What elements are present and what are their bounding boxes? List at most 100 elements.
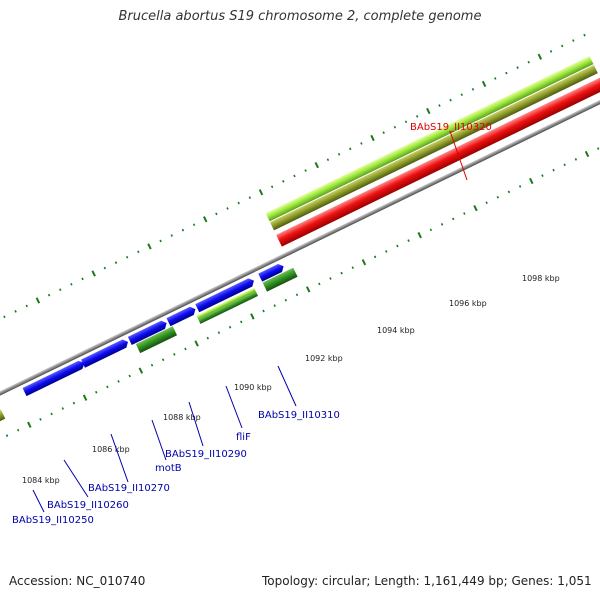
tick-mark — [3, 315, 6, 319]
tick-mark — [215, 212, 218, 216]
gene-label-flif: fliF — [236, 432, 251, 443]
tick-mark — [516, 66, 519, 69]
gene-label-babs19-ii10290: BAbS19_II10290 — [165, 449, 247, 460]
tick-mark — [14, 310, 17, 313]
tick-mark — [61, 407, 64, 410]
tick-mark — [270, 185, 274, 189]
dark-green-gene-right[interactable] — [262, 267, 298, 292]
tick-mark — [415, 115, 419, 118]
tick-mark — [284, 298, 288, 302]
tick-mark — [81, 277, 84, 281]
tick-mark — [426, 107, 431, 115]
tick-mark — [473, 204, 478, 212]
tick-label: 1094 kbp — [377, 326, 415, 335]
tick-mark — [596, 147, 600, 150]
tick-mark — [250, 313, 255, 320]
tick-mark — [574, 158, 578, 161]
tick-mark — [529, 177, 534, 185]
gene-label-babs19-ii10310: BAbS19_II10310 — [258, 410, 340, 421]
light-green-gene-bar-upper[interactable] — [265, 56, 594, 222]
tick-mark — [417, 232, 422, 239]
tick-mark — [537, 53, 543, 60]
tick-mark — [382, 131, 385, 134]
tick-mark — [507, 190, 511, 194]
tick-mark — [370, 134, 375, 142]
gene-label-babs19-ii10250: BAbS19_II10250 — [12, 515, 94, 526]
tick-mark — [463, 212, 466, 215]
gene-motb[interactable] — [127, 319, 169, 346]
tick-mark — [361, 259, 367, 266]
tick-mark — [407, 239, 410, 242]
tick-mark — [451, 217, 455, 221]
outer-tick-row — [3, 33, 586, 319]
tick-mark — [262, 309, 265, 313]
gene-flif[interactable] — [195, 277, 256, 313]
tick-mark — [305, 286, 311, 293]
tick-mark — [494, 77, 497, 80]
tick-mark — [496, 195, 500, 199]
tick-mark — [440, 223, 444, 226]
tick-label: 1088 kbp — [163, 413, 201, 422]
tick-mark — [318, 282, 321, 286]
dark-green-gene-lower[interactable] — [198, 291, 259, 324]
tick-mark — [138, 367, 144, 374]
dark-green-gene-motb-region[interactable] — [135, 326, 178, 354]
tick-mark — [273, 304, 276, 307]
tick-mark — [170, 234, 173, 237]
tick-mark — [471, 87, 475, 91]
tick-mark — [351, 266, 354, 270]
tick-mark — [161, 358, 165, 362]
gene-label-babs19-ii10320: BAbS19_II10320 — [410, 122, 492, 133]
tick-label: 1098 kbp — [522, 274, 560, 283]
olive-gene-bar-upper[interactable] — [270, 65, 598, 231]
tick-label: 1084 kbp — [22, 476, 60, 485]
light-green-gene-lower[interactable] — [196, 287, 256, 320]
tick-mark — [282, 180, 285, 183]
tick-mark — [192, 223, 196, 227]
tick-mark — [217, 331, 221, 335]
tick-mark — [194, 340, 199, 347]
olive-gene-bar-lower[interactable] — [0, 409, 6, 428]
tick-mark — [329, 277, 332, 280]
tick-mark — [560, 44, 564, 48]
tick-mark — [206, 336, 209, 340]
tick-mark — [295, 293, 299, 297]
tick-mark — [106, 385, 109, 389]
tick-mark — [481, 80, 487, 88]
gene-babs19-ii10310[interactable] — [258, 262, 285, 282]
tick-mark — [184, 347, 187, 351]
tick-mark — [393, 125, 397, 129]
tick-mark — [173, 353, 176, 356]
tick-label: 1090 kbp — [234, 383, 272, 392]
tick-mark — [373, 255, 377, 259]
tick-label: 1086 kbp — [92, 445, 130, 454]
topology-summary-text: Topology: circular; Length: 1,161,449 bp… — [262, 574, 592, 588]
tick-mark — [583, 33, 586, 37]
gene-babs19-ii10260[interactable] — [22, 359, 87, 397]
gene-babs19-ii10320[interactable] — [276, 77, 600, 247]
tick-mark — [117, 380, 120, 383]
tick-mark — [438, 104, 441, 107]
tick-mark — [429, 228, 433, 232]
tick-mark — [572, 39, 575, 42]
tick-mark — [228, 325, 232, 329]
tick-mark — [137, 250, 140, 254]
tick-mark — [460, 93, 463, 97]
tick-mark — [584, 150, 590, 158]
tick-mark — [72, 401, 76, 405]
gene-label-babs19-ii10260: BAbS19_II10260 — [47, 500, 129, 511]
map-title: Brucella abortus S19 chromosome 2, compl… — [118, 9, 482, 24]
tick-mark — [114, 261, 118, 264]
tick-mark — [128, 374, 131, 378]
tick-label: 1096 kbp — [449, 299, 487, 308]
accession-text: Accession: NC_010740 — [9, 574, 146, 588]
tick-mark — [82, 394, 88, 401]
tick-mark — [304, 169, 307, 172]
tick-mark — [240, 320, 243, 324]
tick-mark — [147, 243, 152, 250]
tick-mark — [258, 189, 264, 196]
gene-babs19-ii10290[interactable] — [166, 305, 198, 327]
gene-babs19-ii10270[interactable] — [81, 338, 130, 368]
inner-tick-row — [5, 147, 600, 437]
